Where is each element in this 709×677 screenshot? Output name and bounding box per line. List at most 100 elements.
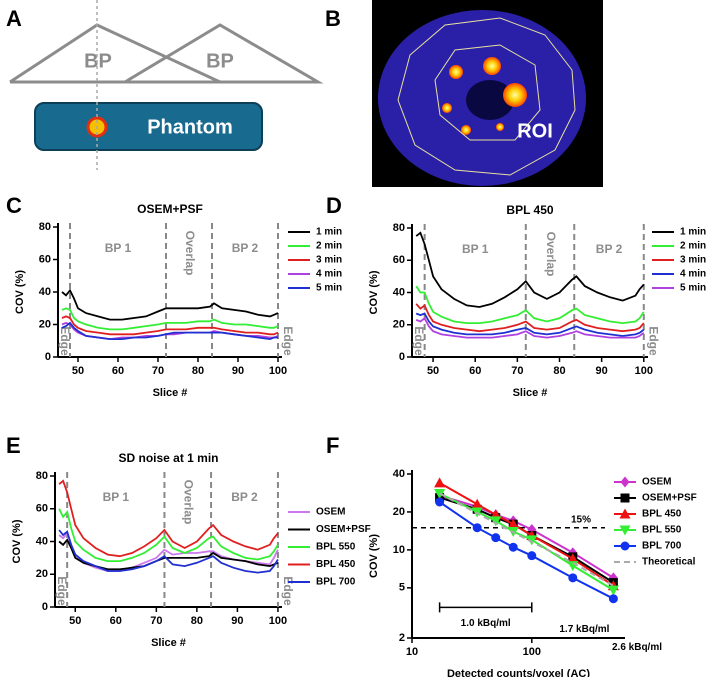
legend-label: 1 min	[680, 227, 706, 238]
y-tick-label: 10	[393, 544, 405, 556]
y-tick-label: 40	[36, 535, 48, 547]
edge-label: Edge	[647, 326, 661, 356]
y-tick-label: 40	[393, 286, 405, 298]
series-line	[61, 315, 279, 336]
x-tick-label: 90	[596, 365, 608, 377]
x-axis-label: Detected counts/voxel (AC)	[447, 668, 590, 677]
edge-label: Edge	[412, 326, 426, 356]
chart-title: BPL 450	[506, 203, 553, 217]
legend-label: 4 min	[680, 269, 706, 280]
region-label: BP 1	[462, 242, 489, 256]
x-axis-label: Slice #	[153, 387, 188, 399]
marker	[620, 493, 630, 503]
marker	[491, 533, 501, 543]
marker	[471, 498, 483, 509]
series-line	[415, 303, 645, 333]
x-tick-label: 50	[427, 365, 439, 377]
image-b: B ROI	[325, 0, 603, 187]
legend-label: 2 min	[316, 241, 342, 252]
y-tick-label: 20	[393, 506, 405, 518]
region-label: Overlap	[182, 480, 196, 525]
legend-label: 4 min	[316, 269, 342, 280]
x-tick-label: 70	[152, 365, 164, 377]
chart-title: SD noise at 1 min	[118, 451, 218, 465]
legend-label: OSEM+PSF	[642, 493, 697, 504]
series-line	[415, 316, 645, 339]
legend-label: OSEM+PSF	[316, 524, 371, 535]
bed-position	[9, 23, 221, 84]
marker	[507, 518, 519, 529]
legend-label: BPL 550	[316, 542, 356, 553]
legend-label: 5 min	[316, 283, 342, 294]
legend-label: 3 min	[680, 255, 706, 266]
y-tick-label: 60	[36, 503, 48, 515]
series-line	[61, 288, 279, 321]
y-tick-label: 5	[399, 582, 405, 594]
marker	[526, 535, 538, 546]
legend-label: BPL 700	[316, 577, 356, 588]
y-tick-label: 40	[393, 468, 405, 480]
cold-region	[466, 80, 514, 120]
legend-label: BPL 700	[642, 541, 682, 552]
series-line	[415, 285, 645, 325]
x-tick-label: 60	[110, 615, 122, 627]
y-axis-label: COV (%)	[368, 270, 380, 314]
legend-label: 2 min	[680, 241, 706, 252]
x-tick-label: 10	[406, 646, 418, 658]
x-tick-label: 90	[232, 365, 244, 377]
x-tick-label: 70	[511, 365, 523, 377]
bed-label: BP	[84, 50, 112, 72]
legend-label: 3 min	[316, 255, 342, 266]
series-line	[58, 479, 279, 558]
hot-sphere	[449, 65, 463, 79]
marker	[608, 594, 618, 604]
bed-position	[124, 23, 324, 84]
region-label: BP 2	[231, 490, 258, 504]
bed-label: BP	[206, 50, 234, 72]
marker	[567, 553, 579, 564]
x-tick-label: 60	[112, 365, 124, 377]
y-tick-label: 60	[39, 253, 51, 265]
roi-outline	[434, 44, 541, 141]
region-label: BP 1	[103, 490, 130, 504]
y-tick-label: 80	[36, 470, 48, 482]
activity-label: 1.7 kBq/ml	[559, 624, 609, 635]
y-tick-label: 0	[399, 351, 405, 363]
panel-label: C	[6, 193, 22, 218]
y-axis-label: COV (%)	[11, 519, 23, 563]
marker	[620, 476, 630, 488]
chart-title: OSEM+PSF	[137, 202, 203, 216]
hot-sphere	[496, 123, 504, 131]
x-tick-label: 100	[269, 615, 287, 627]
legend-label: 5 min	[680, 283, 706, 294]
y-tick-label: 80	[39, 221, 51, 233]
x-axis-label: Slice #	[513, 387, 548, 399]
y-tick-label: 20	[393, 319, 405, 331]
series-line	[415, 312, 645, 337]
x-tick-label: 100	[523, 646, 541, 658]
x-tick-label: 90	[231, 615, 243, 627]
y-axis-label: COV (%)	[14, 270, 26, 314]
x-tick-label: 50	[72, 365, 84, 377]
marker	[620, 541, 630, 551]
roi-outline	[397, 17, 576, 176]
x-tick-label: 100	[635, 365, 653, 377]
series-line	[61, 321, 278, 341]
y-tick-label: 20	[39, 318, 51, 330]
threshold-label: 15%	[571, 514, 591, 525]
marker	[490, 516, 502, 527]
edge-label: Edge	[58, 326, 72, 356]
region-label: Overlap	[544, 232, 558, 277]
y-tick-label: 0	[45, 351, 51, 363]
y-tick-label: 20	[36, 568, 48, 580]
x-tick-label: 80	[192, 365, 204, 377]
legend-label: Theoretical	[642, 557, 696, 568]
x-axis-label: Slice #	[151, 637, 186, 649]
edge-label: Edge	[281, 326, 295, 356]
region-label: Overlap	[183, 231, 197, 276]
phantom-body	[34, 102, 263, 151]
hot-sphere	[503, 83, 527, 107]
marker	[619, 508, 631, 519]
